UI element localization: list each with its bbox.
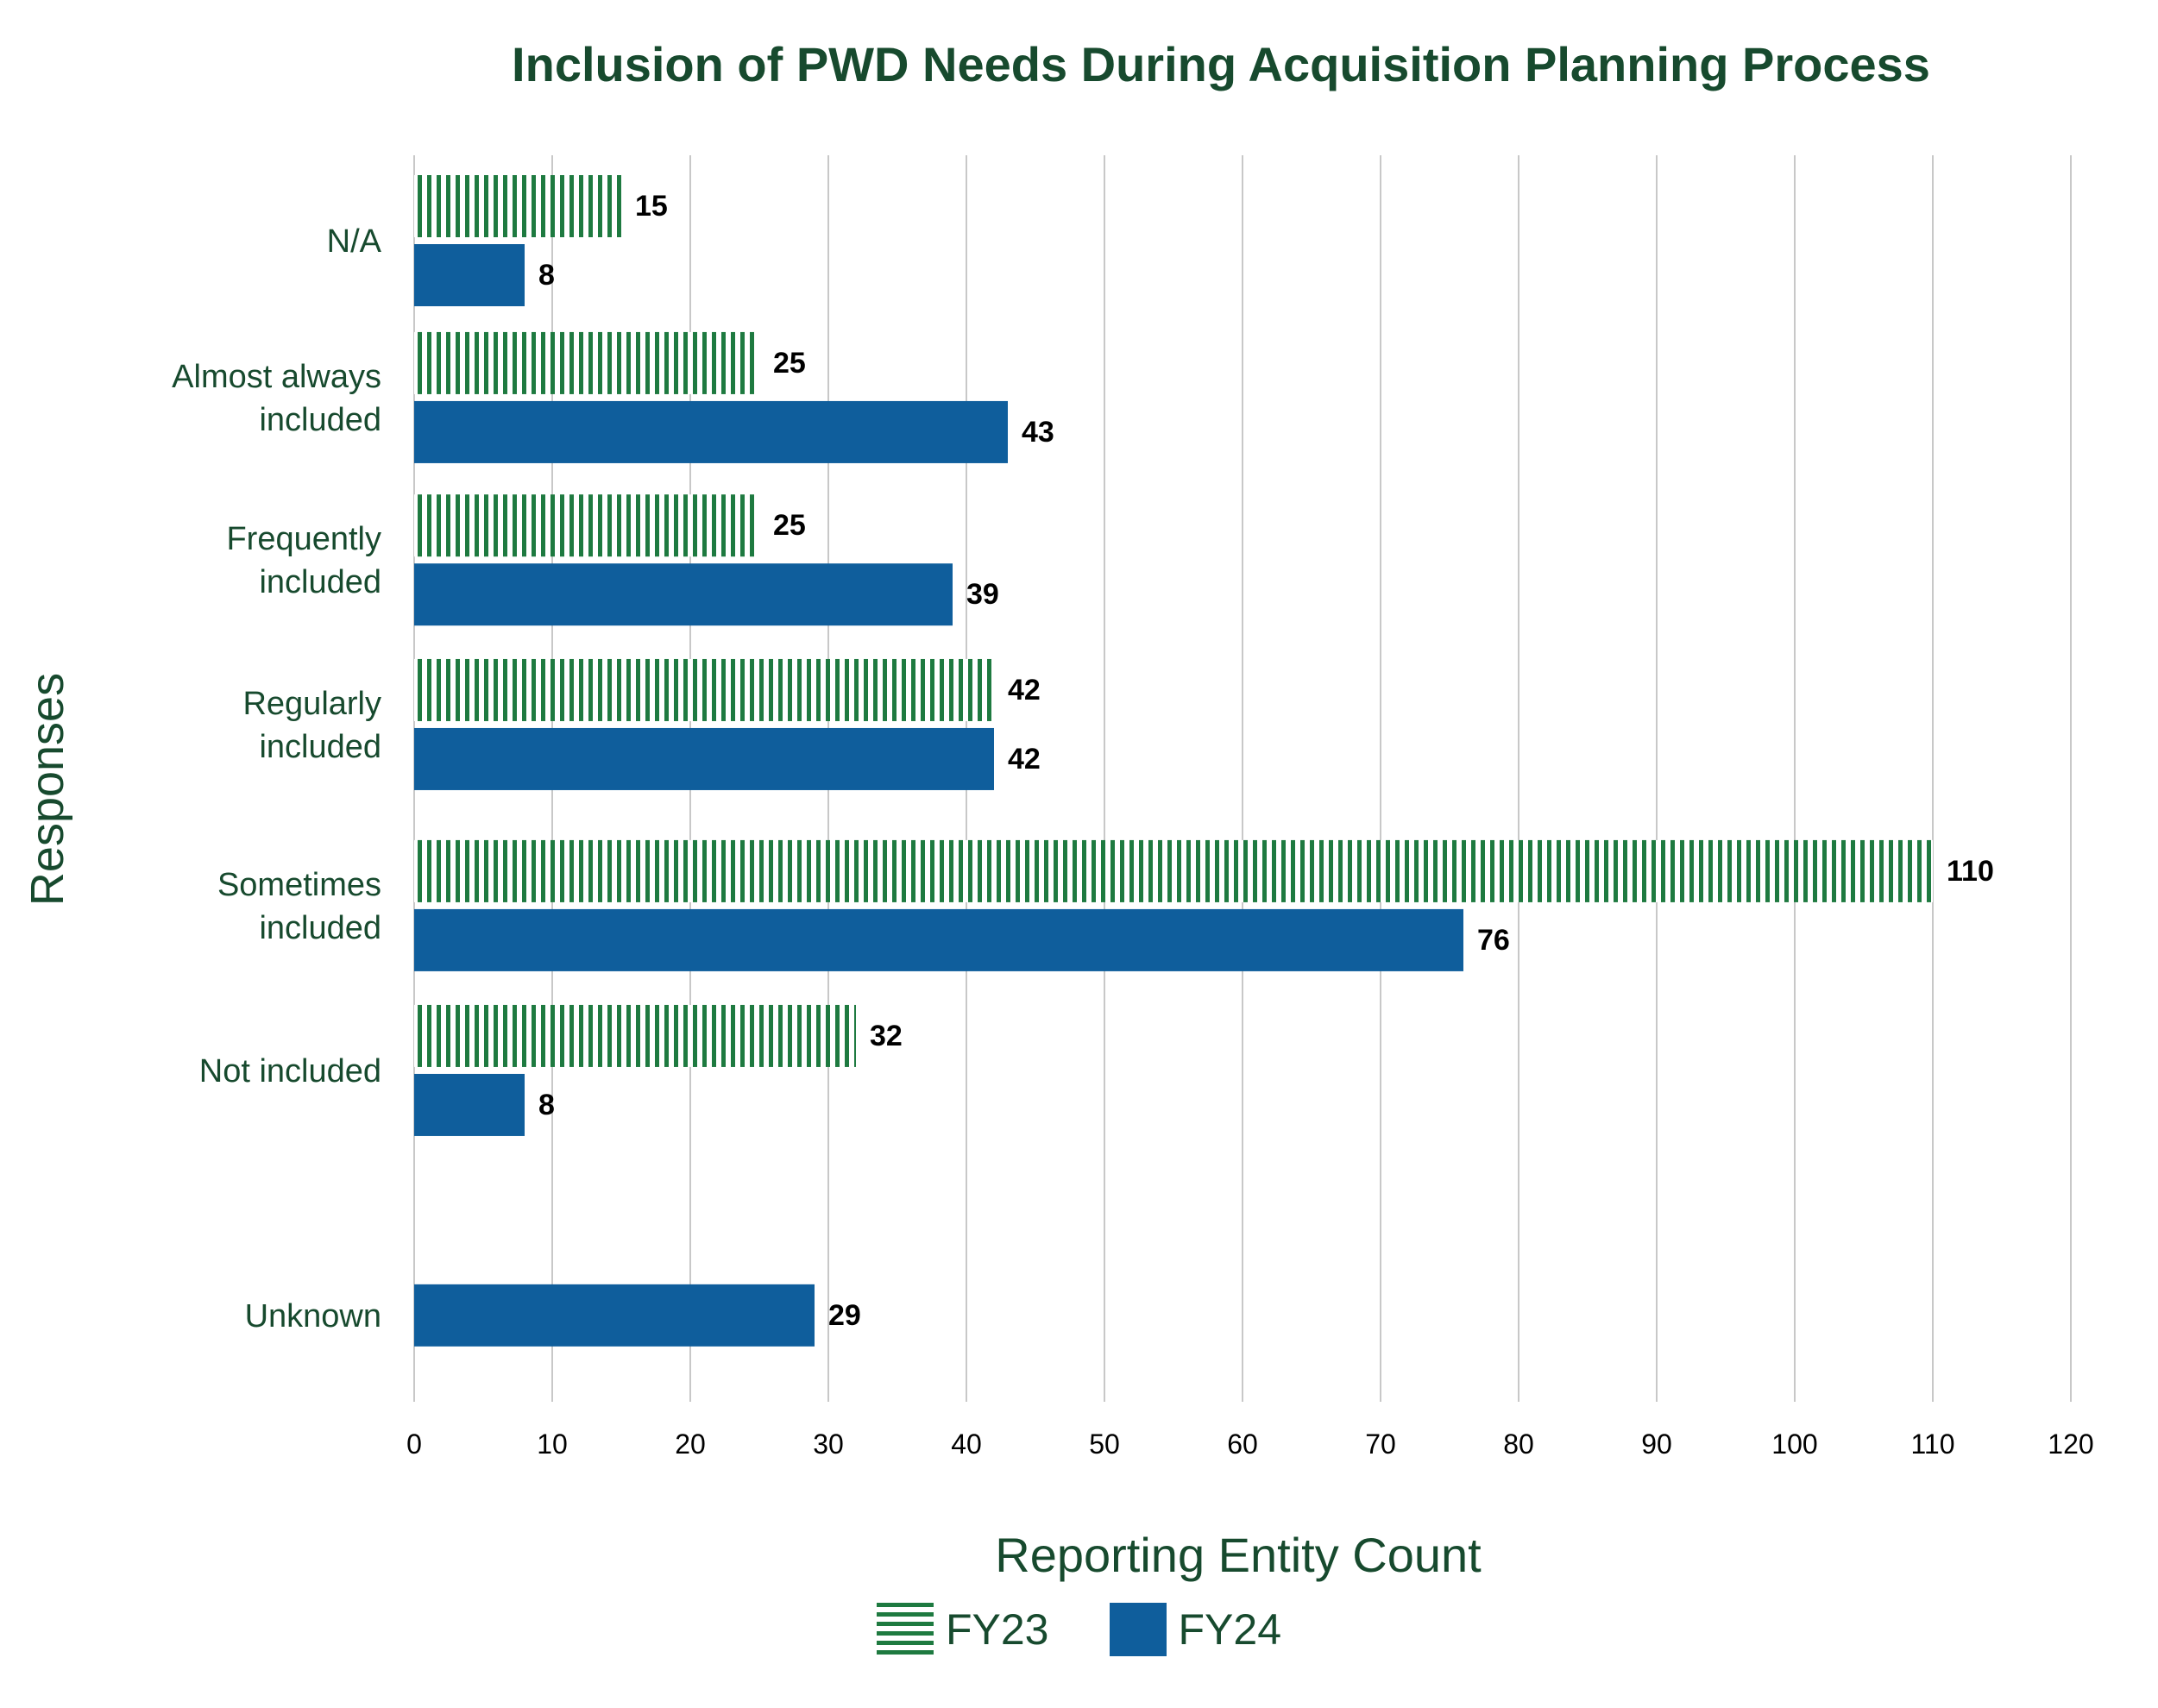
x-tick-labels: 0 10 20 30 40 50 60 70 80 90 100 110 120 xyxy=(406,1429,2094,1460)
data-label: 39 xyxy=(966,578,999,611)
data-label: 110 xyxy=(1947,855,1994,888)
bar-fy23 xyxy=(414,175,621,238)
data-label: 42 xyxy=(1008,674,1041,706)
x-tick-label: 10 xyxy=(537,1429,568,1460)
x-tick-label: 50 xyxy=(1089,1429,1120,1460)
bar-fy24 xyxy=(414,400,1008,463)
category-label: Not included xyxy=(199,1053,381,1089)
bar-fy24 xyxy=(414,908,1463,971)
bars xyxy=(414,175,1933,1347)
legend-item-fy24: FY24 xyxy=(1109,1603,1282,1656)
x-tick-label: 40 xyxy=(951,1429,982,1460)
data-label: 8 xyxy=(538,259,555,292)
x-tick-label: 100 xyxy=(1771,1429,1817,1460)
bar-fy23 xyxy=(414,839,1933,902)
bar-fy23 xyxy=(414,494,759,557)
category-label: Unknown xyxy=(245,1298,381,1334)
data-label: 25 xyxy=(773,347,806,380)
legend-item-fy23: FY23 xyxy=(876,1603,1049,1656)
data-label: 25 xyxy=(773,509,806,542)
data-label: 42 xyxy=(1008,743,1041,776)
data-label: 8 xyxy=(538,1089,555,1121)
legend: FY23 FY24 xyxy=(0,1603,2158,1656)
category-labels: N/A Almost always included Frequently includ… xyxy=(172,223,381,1334)
x-tick-label: 70 xyxy=(1365,1429,1396,1460)
bar-fy23 xyxy=(414,658,994,721)
bar-fy24 xyxy=(414,563,953,626)
bar-fy24 xyxy=(414,727,994,790)
category-label: Frequently included xyxy=(226,521,381,600)
x-tick-label: 0 xyxy=(406,1429,422,1460)
x-tick-label: 110 xyxy=(1910,1429,1954,1460)
data-label: 32 xyxy=(870,1020,903,1052)
bar-fy23 xyxy=(414,331,759,394)
x-tick-label: 60 xyxy=(1227,1429,1258,1460)
category-label: Sometimes included xyxy=(217,867,381,946)
x-axis-title: Reporting Entity Count xyxy=(995,1528,1482,1582)
x-tick-label: 80 xyxy=(1503,1429,1534,1460)
x-tick-label: 20 xyxy=(675,1429,706,1460)
bar-fy24 xyxy=(414,1073,525,1136)
data-label: 29 xyxy=(828,1299,861,1332)
category-label: Almost always included xyxy=(172,359,381,438)
x-tick-label: 30 xyxy=(813,1429,844,1460)
chart-title: Inclusion of PWD Needs During Acquisitio… xyxy=(512,37,1930,91)
category-label: Regularly included xyxy=(242,686,381,765)
data-label: 43 xyxy=(1022,416,1054,449)
category-label: N/A xyxy=(327,223,382,260)
x-tick-label: 120 xyxy=(2048,1429,2093,1460)
data-label: 15 xyxy=(635,190,668,223)
bar-fy23 xyxy=(414,1004,856,1067)
legend-swatch-fy23 xyxy=(876,1603,934,1656)
data-label: 76 xyxy=(1477,924,1510,957)
bar-fy24 xyxy=(414,244,525,307)
bar-fy24 xyxy=(414,1284,815,1347)
legend-label-fy24: FY24 xyxy=(1178,1605,1282,1654)
legend-label-fy23: FY23 xyxy=(945,1605,1049,1654)
legend-swatch-fy24 xyxy=(1109,1603,1167,1656)
x-tick-label: 90 xyxy=(1641,1429,1672,1460)
data-labels: 15 8 25 43 25 39 42 42 110 76 32 8 29 xyxy=(538,190,1994,1332)
